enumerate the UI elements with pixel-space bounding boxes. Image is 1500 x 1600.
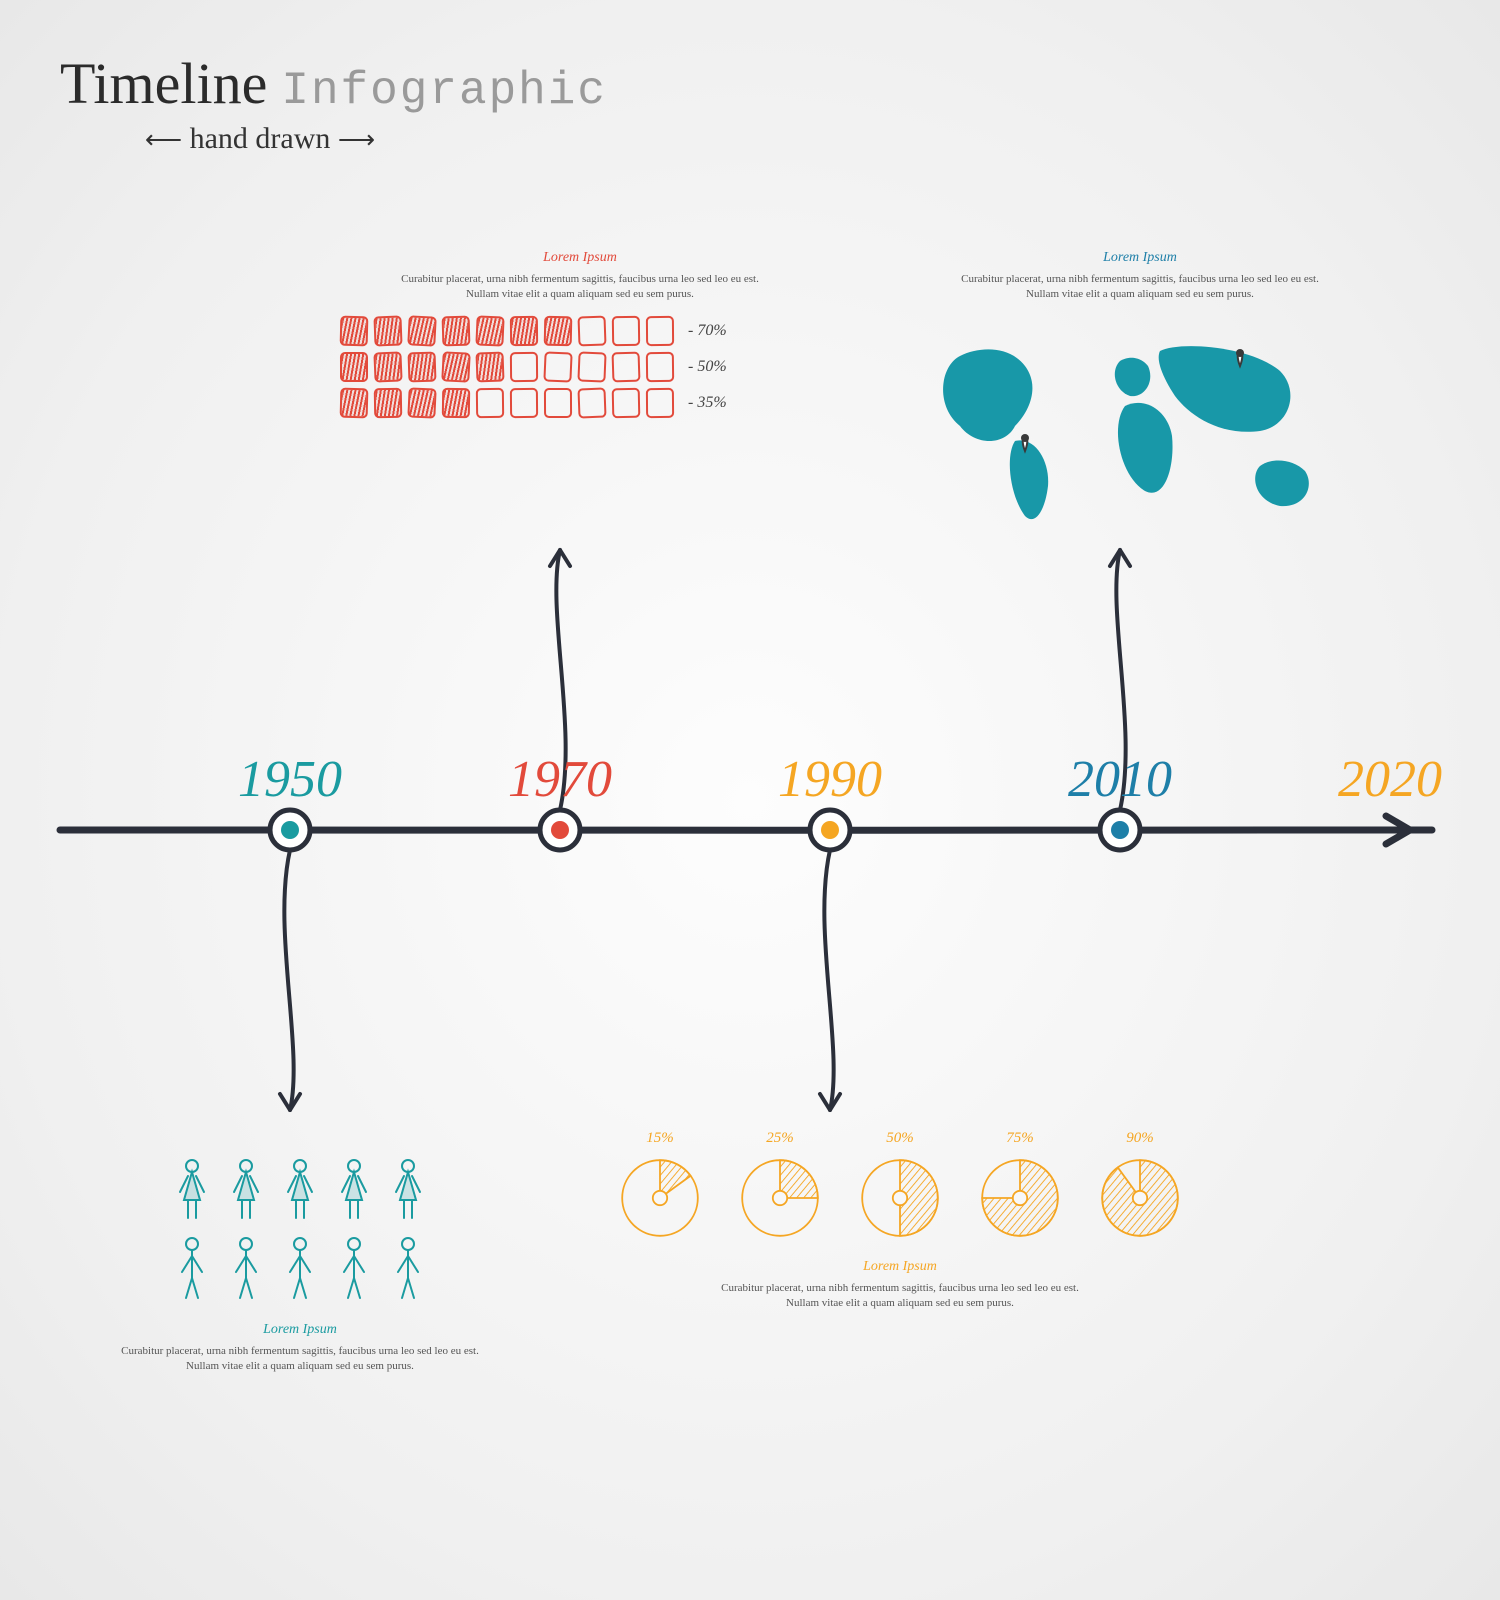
pie-chart: 15% — [615, 1130, 705, 1243]
progress-label: - 35% — [688, 394, 727, 412]
progress-cell-icon — [374, 387, 403, 417]
arrow-right-icon: ⟶ — [338, 125, 375, 154]
progress-cell-icon — [475, 351, 504, 382]
header: Timeline Infographic ⟵ hand drawn ⟶ — [60, 50, 607, 156]
progress-cell-icon — [475, 315, 504, 346]
progress-cell-icon — [646, 316, 674, 346]
subtitle: ⟵ hand drawn ⟶ — [60, 122, 460, 156]
panel-progress-title: Lorem Ipsum — [340, 250, 820, 266]
pie-icon — [855, 1153, 945, 1243]
pie-icon — [615, 1153, 705, 1243]
progress-cell-icon — [577, 351, 606, 382]
progress-cell-icon — [646, 388, 674, 418]
progress-cell-icon — [577, 387, 606, 418]
progress-cell-icon — [544, 315, 573, 346]
year-label: 2010 — [1068, 750, 1172, 809]
panel-pies-title: Lorem Ipsum — [580, 1259, 1220, 1275]
person-female-icon — [282, 1158, 318, 1228]
pie-chart: 75% — [975, 1130, 1065, 1243]
progress-cell-icon — [476, 388, 504, 418]
pie-icon — [1095, 1153, 1185, 1243]
person-male-icon — [228, 1236, 264, 1306]
progress-cell-icon — [407, 315, 436, 346]
person-male-icon — [282, 1236, 318, 1306]
panel-people-title: Lorem Ipsum — [100, 1322, 500, 1338]
progress-cell-icon — [340, 387, 369, 418]
panel-map-body: Curabitur placerat, urna nibh fermentum … — [960, 272, 1320, 302]
pie-label: 50% — [886, 1130, 914, 1147]
world-map-icon — [920, 316, 1360, 546]
person-female-icon — [390, 1158, 426, 1228]
progress-cell-icon — [646, 352, 674, 382]
title-main: Timeline — [60, 51, 267, 116]
pie-chart: 90% — [1095, 1130, 1185, 1243]
panel-progress: Lorem Ipsum Curabitur placerat, urna nib… — [340, 250, 820, 424]
panel-map: Lorem Ipsum Curabitur placerat, urna nib… — [900, 250, 1380, 551]
progress-cell-icon — [373, 315, 402, 346]
person-female-icon — [228, 1158, 264, 1228]
year-label: 1950 — [238, 750, 342, 809]
progress-cell-icon — [577, 315, 606, 346]
progress-cell-icon — [442, 387, 470, 417]
pie-icon — [735, 1153, 825, 1243]
progress-label: - 50% — [688, 358, 727, 376]
year-label: 1990 — [778, 750, 882, 809]
progress-row: - 35% — [340, 388, 820, 418]
progress-cell-icon — [408, 351, 437, 382]
panel-progress-body: Curabitur placerat, urna nibh fermentum … — [400, 272, 760, 302]
title-sub: Infographic — [281, 65, 607, 117]
progress-cell-icon — [373, 351, 402, 382]
progress-cell-icon — [612, 351, 641, 382]
progress-cell-icon — [510, 352, 538, 382]
progress-cell-icon — [340, 315, 369, 346]
subtitle-text: hand drawn — [190, 122, 331, 155]
person-male-icon — [336, 1236, 372, 1306]
person-male-icon — [390, 1236, 426, 1306]
progress-cell-icon — [442, 315, 471, 346]
progress-cell-icon — [612, 315, 640, 345]
progress-cell-icon — [407, 387, 436, 418]
progress-cell-icon — [441, 351, 470, 382]
progress-row: - 70% — [340, 316, 820, 346]
panel-people: Lorem Ipsum Curabitur placerat, urna nib… — [100, 1150, 500, 1388]
panel-map-title: Lorem Ipsum — [900, 250, 1380, 266]
pie-label: 75% — [1006, 1130, 1034, 1147]
progress-cell-icon — [510, 316, 538, 346]
person-female-icon — [336, 1158, 372, 1228]
pie-label: 25% — [766, 1130, 794, 1147]
person-male-icon — [174, 1236, 210, 1306]
progress-cell-icon — [340, 352, 368, 382]
year-label: 2020 — [1338, 750, 1442, 809]
pie-chart: 25% — [735, 1130, 825, 1243]
pie-label: 15% — [646, 1130, 674, 1147]
panel-people-body: Curabitur placerat, urna nibh fermentum … — [120, 1344, 480, 1374]
pie-label: 90% — [1126, 1130, 1154, 1147]
progress-label: - 70% — [688, 322, 727, 340]
arrow-left-icon: ⟵ — [145, 125, 182, 154]
progress-cell-icon — [612, 387, 641, 418]
progress-cell-icon — [510, 388, 538, 418]
progress-cell-icon — [544, 388, 572, 418]
panel-pies-body: Curabitur placerat, urna nibh fermentum … — [720, 1281, 1080, 1311]
year-label: 1970 — [508, 750, 612, 809]
panel-pies: 15% 25% 50% 75% 90% Lorem Ipsum Curabitur pl… — [580, 1130, 1220, 1325]
progress-cell-icon — [543, 351, 572, 382]
pie-chart: 50% — [855, 1130, 945, 1243]
pie-icon — [975, 1153, 1065, 1243]
progress-row: - 50% — [340, 352, 820, 382]
person-female-icon — [174, 1158, 210, 1228]
